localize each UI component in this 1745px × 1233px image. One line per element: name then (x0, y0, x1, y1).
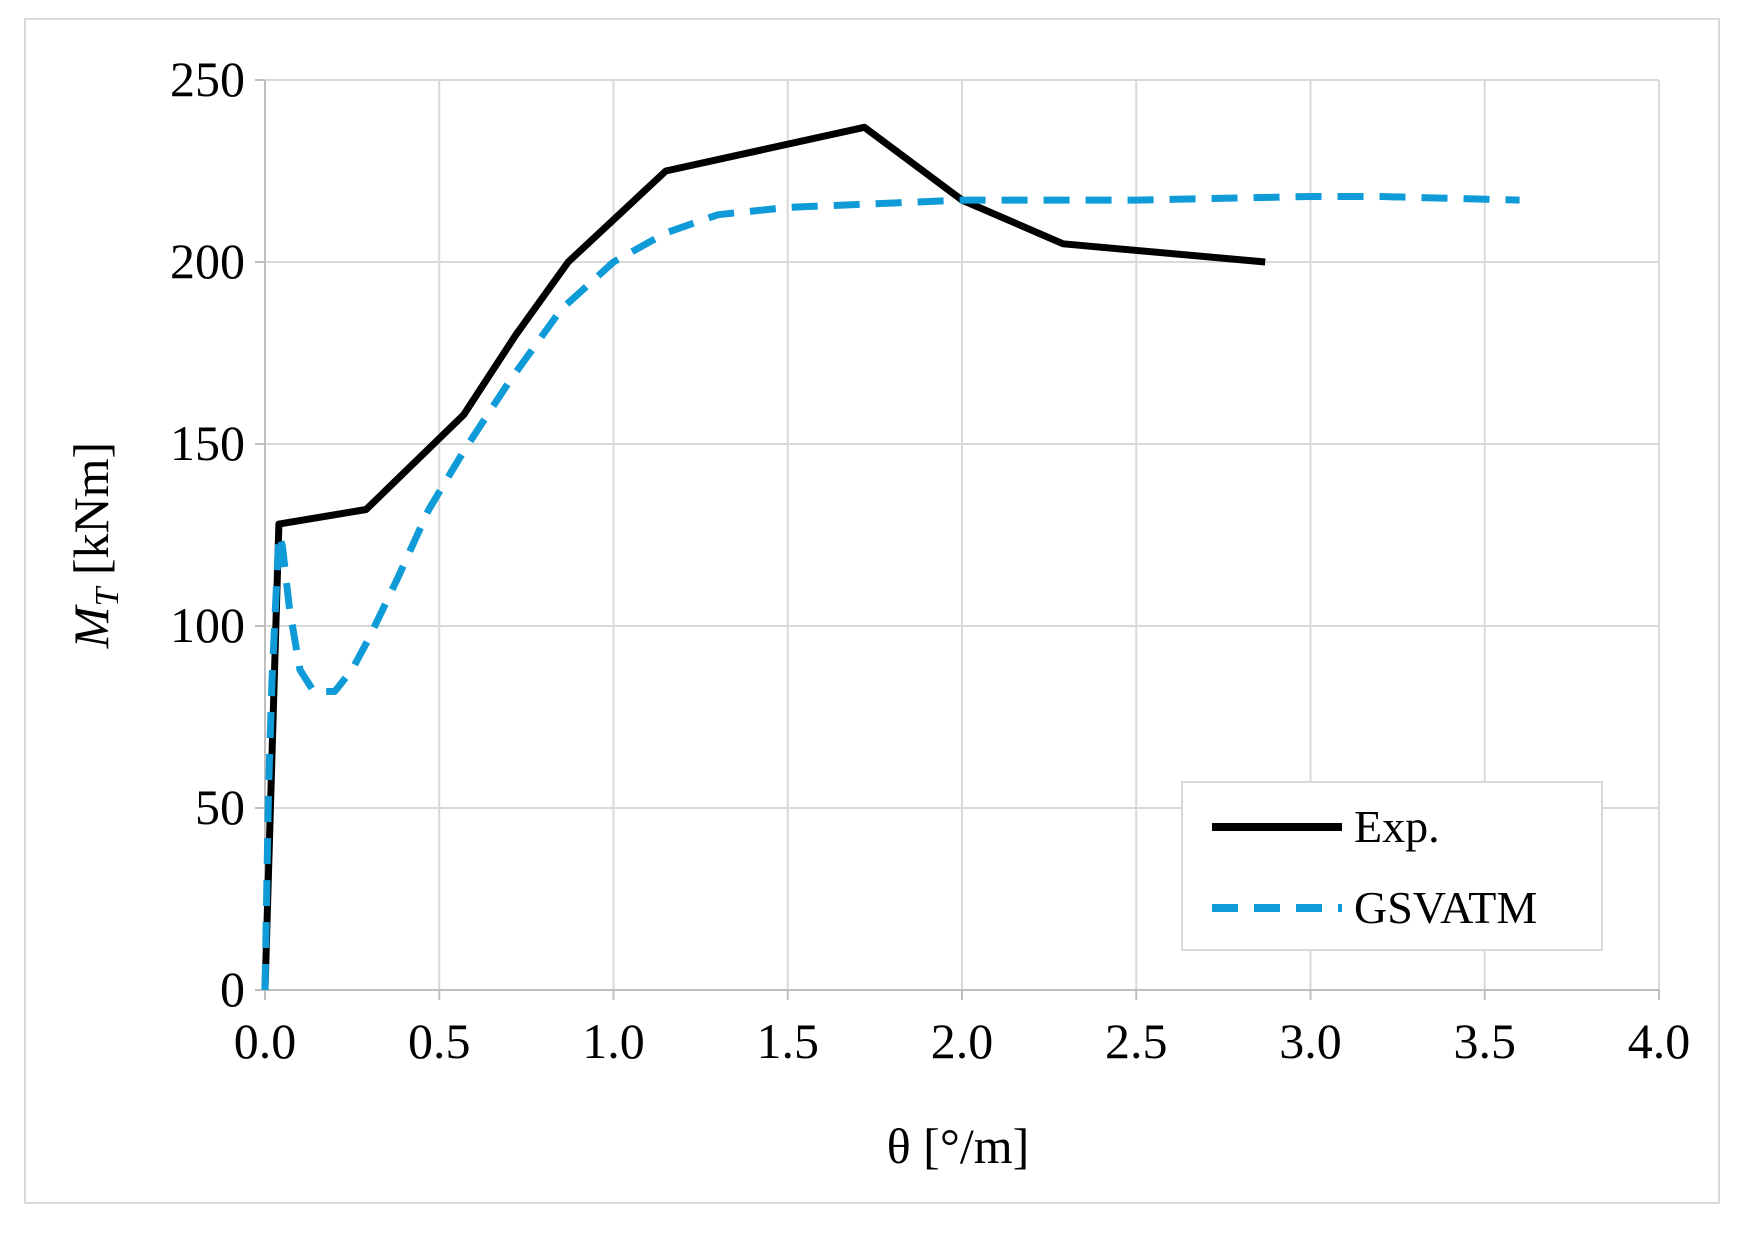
legend-label-exp: Exp. (1354, 801, 1440, 852)
y-tick-label: 200 (170, 233, 245, 289)
x-tick-label: 4.0 (1628, 1013, 1691, 1069)
y-tick-label: 0 (220, 961, 245, 1017)
y-axis-title-unit: [kNm] (63, 442, 119, 588)
x-tick-label: 0.5 (408, 1013, 471, 1069)
y-axis-title-subscript: T (89, 586, 126, 607)
legend: Exp. GSVATM (1181, 781, 1603, 951)
legend-label-gsvatm: GSVATM (1354, 882, 1537, 933)
series-line-gsvatm (261, 193, 1520, 991)
series-lines (261, 123, 1520, 991)
x-axis-title: θ [°/m] (887, 1118, 1030, 1174)
y-tick-label: 150 (170, 415, 245, 471)
x-tick-label: 2.0 (931, 1013, 994, 1069)
y-tick-label: 50 (195, 779, 245, 835)
x-tick-label: 2.5 (1105, 1013, 1168, 1069)
series-line-exp (261, 123, 1266, 991)
y-tick-label: 100 (170, 597, 245, 653)
tick-labels: 0.0 0.5 1.0 1.5 2.0 2.5 3.0 3.5 4.0 0 50 100 150 200 2… (170, 51, 1690, 1069)
x-tick-label: 3.0 (1279, 1013, 1342, 1069)
x-tick-label: 3.5 (1454, 1013, 1517, 1069)
y-axis-title: MT [kNm] (63, 442, 126, 649)
x-tick-label: 0.0 (234, 1013, 297, 1069)
x-tick-label: 1.0 (582, 1013, 645, 1069)
legend-box (1181, 781, 1603, 951)
y-tick-label: 250 (170, 51, 245, 107)
x-tick-label: 1.5 (757, 1013, 820, 1069)
chart-frame (24, 18, 1720, 1204)
y-axis-title-symbol: M (63, 604, 119, 649)
